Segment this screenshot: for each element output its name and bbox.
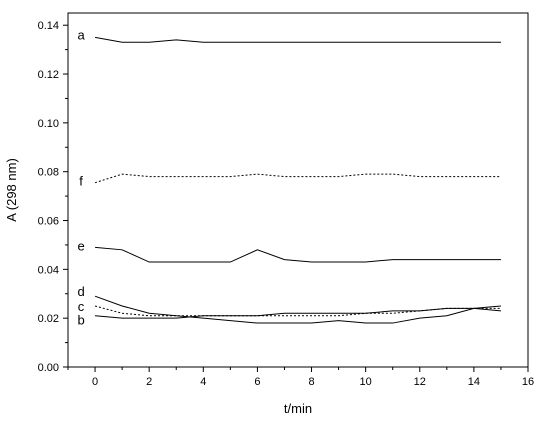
y-tick-label: 0.02 [38, 313, 59, 325]
y-tick-label: 0.14 [38, 20, 59, 32]
series-line-d [94, 295, 501, 324]
series-line-c [94, 305, 501, 317]
series-line-a [94, 36, 501, 43]
plot-frame [67, 12, 529, 368]
series-label-c: c [78, 299, 85, 314]
y-tick-label: 0.12 [38, 69, 59, 81]
ticks-group: 0 2 4 6 8 10 12 14 16 0.00 0.02 0.04 0.06 0.08 0.10 0.1… [38, 20, 535, 388]
y-tick-label: 0.04 [38, 264, 59, 276]
series-label-a: a [77, 27, 85, 42]
series-lines-group [94, 36, 501, 324]
series-line-e [95, 246, 501, 263]
x-tick-label: 4 [200, 376, 206, 388]
series-label-b: b [77, 313, 84, 328]
x-tick-label: 6 [254, 376, 260, 388]
y-tick-label: 0.00 [38, 362, 59, 374]
x-tick-label: 0 [92, 376, 98, 388]
axes-group [67, 12, 529, 368]
series-labels-group: a f e dcb [77, 27, 85, 327]
x-tick-label: 16 [522, 376, 534, 388]
x-axis-label: t/min [284, 401, 312, 416]
y-axis-label: A (298 nm) [4, 158, 19, 222]
x-tick-label: 8 [308, 376, 314, 388]
x-tick-label: 10 [360, 376, 372, 388]
series-label-e: e [77, 238, 84, 253]
x-tick-label: 2 [146, 376, 152, 388]
y-tick-label: 0.06 [38, 216, 59, 228]
y-tick-label: 0.10 [38, 118, 59, 130]
series-label-d: d [77, 284, 84, 299]
x-tick-label: 14 [468, 376, 480, 388]
y-tick-label: 0.08 [38, 167, 59, 179]
series-label-f: f [79, 174, 83, 189]
series-line-f [94, 173, 501, 184]
x-tick-label: 12 [414, 376, 426, 388]
series-line-b [95, 307, 501, 319]
